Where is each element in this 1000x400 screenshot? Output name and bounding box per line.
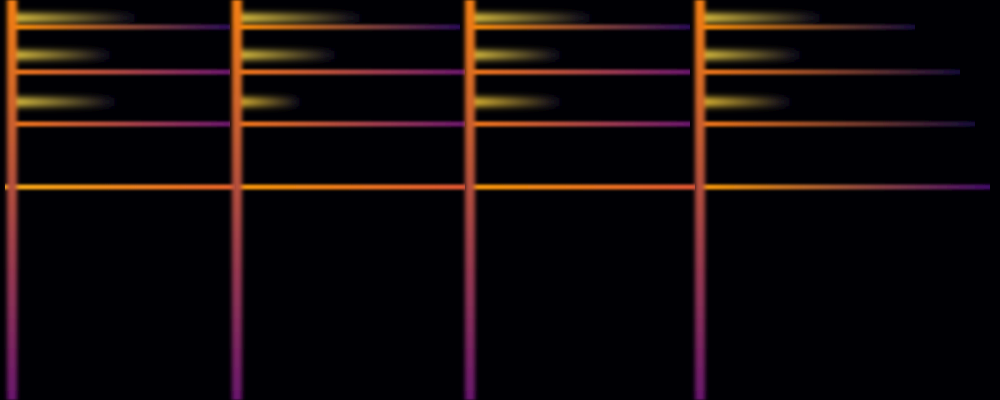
background xyxy=(0,0,1000,400)
formant-band xyxy=(470,98,560,107)
click-transient xyxy=(695,0,705,400)
click-group xyxy=(7,0,705,400)
formant-band xyxy=(700,14,820,23)
tone-line xyxy=(237,122,465,127)
formant-band xyxy=(700,51,800,60)
tone-line xyxy=(237,70,465,75)
click-transient xyxy=(7,0,17,400)
tone-line xyxy=(237,25,460,30)
tone-line xyxy=(700,25,915,30)
tone-line xyxy=(237,185,465,190)
formant-band xyxy=(470,14,590,23)
tone-line xyxy=(12,122,230,127)
click-transient xyxy=(232,0,242,400)
formant-band xyxy=(237,98,300,107)
tone-line xyxy=(700,122,975,127)
formant-band xyxy=(12,98,115,107)
formant-band xyxy=(12,51,110,60)
formant-band xyxy=(237,14,360,23)
tone-line xyxy=(470,70,690,75)
plot-area xyxy=(5,0,990,400)
tone-line xyxy=(5,185,235,190)
tone-line xyxy=(700,70,960,75)
click-transient xyxy=(465,0,475,400)
formant-band xyxy=(470,51,560,60)
spectrogram xyxy=(0,0,1000,400)
tone-line xyxy=(12,70,230,75)
tone-line xyxy=(470,185,695,190)
tone-line xyxy=(700,185,990,190)
tone-line xyxy=(12,25,230,30)
tone-line-group xyxy=(5,25,990,190)
formant-band xyxy=(700,98,790,107)
formant-band xyxy=(237,51,335,60)
tone-line xyxy=(470,25,690,30)
tone-line xyxy=(470,122,690,127)
formant-band xyxy=(12,14,135,23)
